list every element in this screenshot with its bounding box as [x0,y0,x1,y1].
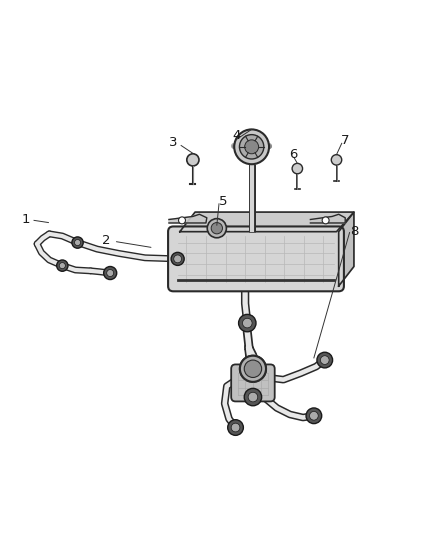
Circle shape [187,154,199,166]
Text: 2: 2 [102,234,110,247]
Circle shape [171,252,184,265]
Circle shape [244,360,261,377]
Circle shape [292,163,303,174]
Circle shape [240,135,264,159]
Circle shape [228,419,244,435]
Circle shape [331,155,342,165]
Circle shape [231,423,240,432]
Polygon shape [339,212,354,286]
Circle shape [240,356,266,382]
Circle shape [306,408,322,424]
Circle shape [243,318,252,328]
FancyBboxPatch shape [231,365,275,401]
Circle shape [72,237,83,248]
Circle shape [239,314,256,332]
Circle shape [245,140,258,154]
Text: 3: 3 [169,136,177,149]
Circle shape [234,130,269,164]
FancyBboxPatch shape [168,227,344,292]
Circle shape [59,263,65,269]
Circle shape [317,352,332,368]
Circle shape [321,356,329,365]
Circle shape [104,266,117,279]
Text: 8: 8 [350,225,358,238]
Circle shape [244,389,261,406]
Circle shape [174,255,182,263]
Circle shape [240,356,266,382]
Circle shape [74,239,81,246]
Text: 5: 5 [219,195,228,208]
Circle shape [248,392,258,402]
Circle shape [179,217,185,224]
Polygon shape [169,214,207,223]
Circle shape [107,270,114,277]
Circle shape [211,223,223,234]
Text: 7: 7 [341,134,350,147]
Polygon shape [180,212,354,232]
Circle shape [244,360,261,377]
Text: 6: 6 [289,148,297,161]
Circle shape [57,260,68,271]
Circle shape [207,219,226,238]
Polygon shape [311,214,345,223]
Circle shape [322,217,329,224]
Text: 4: 4 [232,130,240,142]
Text: 1: 1 [21,213,30,226]
Circle shape [310,411,318,420]
